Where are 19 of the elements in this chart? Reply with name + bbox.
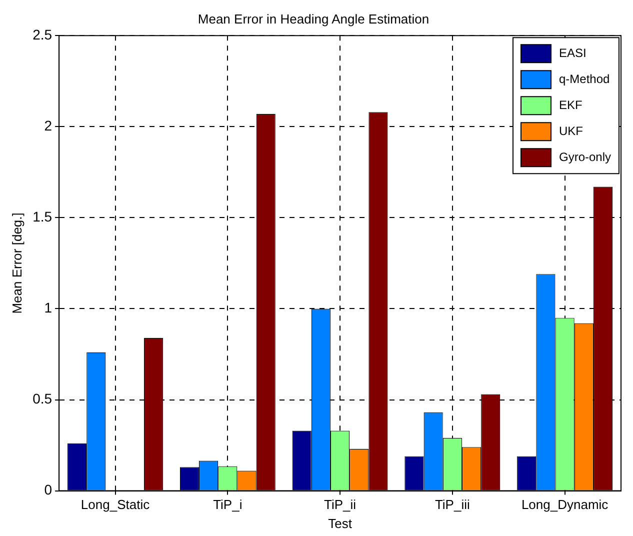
x-tick-label: TiP_i bbox=[213, 497, 242, 512]
y-axis-title: Mean Error [deg.] bbox=[9, 212, 24, 314]
legend-label: Gyro-only bbox=[558, 150, 611, 164]
legend-label: EASI bbox=[558, 46, 586, 60]
x-tick-label: Long_Dynamic bbox=[521, 497, 609, 512]
x-tick-label: TiP_ii bbox=[324, 497, 356, 512]
chart-title: Mean Error in Heading Angle Estimation bbox=[198, 11, 430, 26]
y-tick-label: 2.5 bbox=[32, 26, 52, 42]
x-axis-title: Test bbox=[328, 516, 352, 531]
legend-label: q-Method bbox=[558, 72, 610, 86]
x-tick-label: TiP_iii bbox=[434, 497, 470, 512]
y-tick-label: 1 bbox=[44, 300, 52, 316]
y-tick-label: 0.5 bbox=[32, 390, 52, 407]
y-tick-label: 1.5 bbox=[32, 208, 52, 225]
legend-label: EKF bbox=[558, 98, 582, 112]
y-tick-label: 0 bbox=[44, 482, 52, 498]
legend-label: UKF bbox=[558, 124, 583, 138]
y-tick-label: 2 bbox=[44, 118, 52, 134]
x-tick-label: Long_Static bbox=[80, 497, 150, 512]
